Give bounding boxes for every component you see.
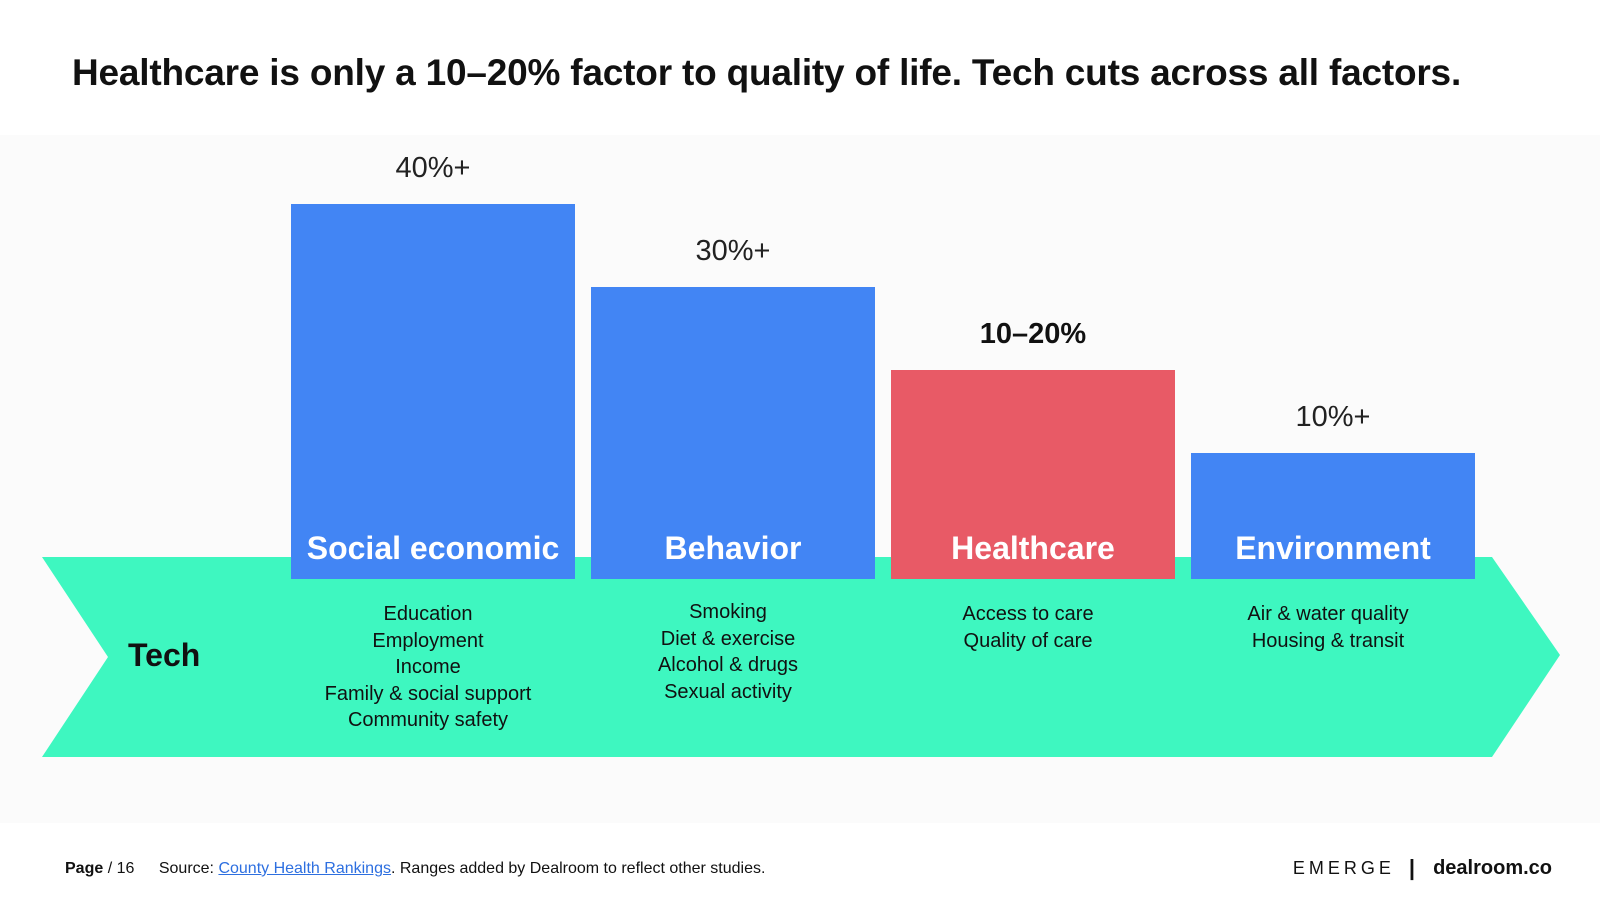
bar-environment: Environment [1191,453,1475,579]
factor-item: Alcohol & drugs [657,654,799,676]
bar-category-label: Healthcare [951,530,1115,566]
factor-item: Family & social support [324,682,532,705]
factor-item: Sexual activity [664,680,792,703]
tech-arrow-shape [42,557,1560,757]
bar-category-label: Behavior [664,530,802,566]
factor-item: Employment [372,629,484,652]
bar-category-label: Environment [1235,530,1431,566]
bar-value-label: 30%+ [695,235,771,267]
source-link[interactable]: County Health Rankings [218,860,391,877]
factor-item: Community safety [347,709,509,731]
factor-item: Diet & exercise [660,627,796,650]
factor-list: Smoking Diet & exercise Alcohol & drugs Sex… [586,599,870,705]
page-title: Healthcare is only a 10–20% factor to qu… [72,52,1462,93]
bar-value-label: 10–20% [979,318,1087,350]
bar-social-economic: Social economic [291,204,575,579]
bar-behavior: Behavior [591,287,875,579]
source-suffix: . Ranges added by Dealroom to reflect ot… [390,860,766,877]
factor-item: Quality of care [963,629,1093,652]
footer: Page / 16 Source: County Health Rankings… [65,860,765,878]
source-prefix: Source: [158,860,214,877]
factor-item: Access to care [962,603,1094,625]
page-number: Page / 16 [65,860,134,877]
dealroom-logo: dealroom.co [1433,856,1552,879]
factor-item: Air & water quality [1247,603,1409,625]
bar-value-label: 40%+ [395,152,471,184]
brand: EMERGE | dealroom.co [1293,855,1552,881]
factor-list: Access to care Quality of care [886,601,1170,654]
emerge-logo: EMERGE [1292,857,1395,878]
factor-list: Education Employment Income Family & social… [286,601,570,734]
factor-list: Air & water quality Housing & transit [1186,601,1470,654]
bar-category-label: Social economic [306,530,560,566]
bar-value-label: 10%+ [1295,401,1371,433]
factor-item: Smoking [689,601,767,623]
bar-healthcare: Healthcare [891,370,1175,579]
factor-item: Income [395,656,461,678]
source-note: Source: County Health Rankings. Ranges a… [159,860,766,877]
page-label: Page [65,860,104,877]
page-count: / 16 [107,860,135,877]
factor-item: Education [383,603,473,625]
brand-separator: | [1408,855,1416,880]
tech-label: Tech [128,637,201,673]
factor-item: Housing & transit [1251,629,1405,652]
